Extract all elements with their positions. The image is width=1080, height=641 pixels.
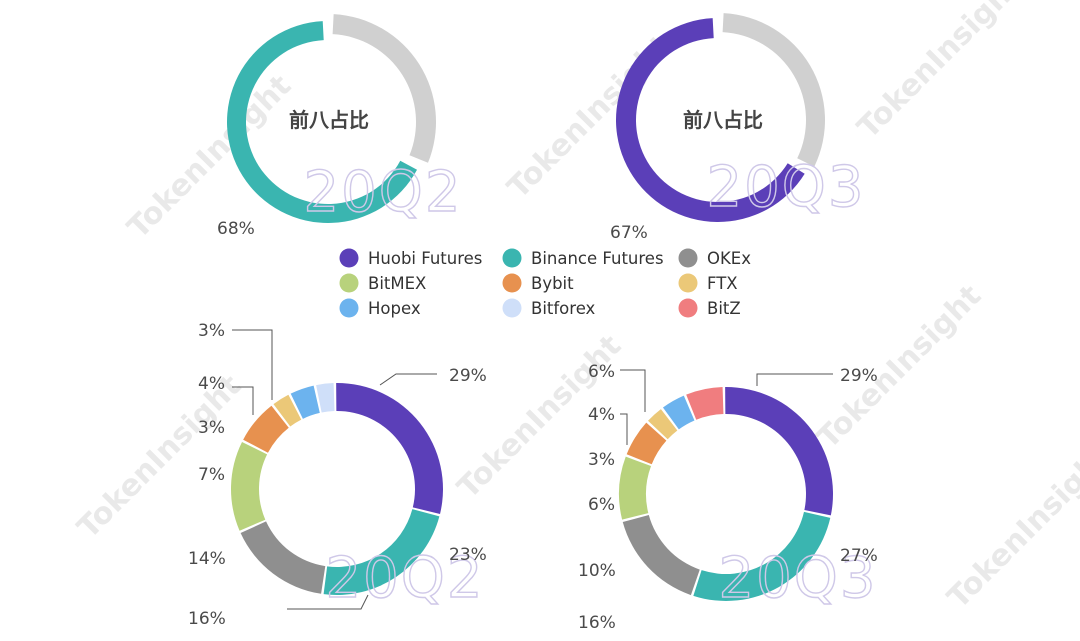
watermark-text: TokenInsight [121, 68, 298, 245]
slice-bybit-20q2 [243, 405, 289, 453]
slice-labels-20q2: 29% 23% 16% 14% 7% 3% 4% 3% [188, 321, 487, 629]
data-label-bitmex-20q2: 14% [188, 549, 226, 569]
slice-labels-20q3: 29% 27% 16% 10% 6% 3% 4% 6% [578, 362, 878, 633]
slice-bitforex-20q2 [316, 383, 335, 413]
data-label-bitz-20q3: 6% [588, 362, 615, 382]
leader-line-bitz-20q3 [620, 369, 646, 412]
data-label-bybit-20q3: 6% [588, 495, 615, 515]
quarter-label-top-20q2: 20Q2 [304, 160, 463, 225]
data-label-okex-20q3: 16% [578, 613, 616, 633]
center-label-20q3: 前八占比 [683, 108, 763, 132]
legend-swatch-hopex [339, 298, 359, 318]
watermark-text: TokenInsight [941, 438, 1080, 615]
leader-line-bitforex-20q2 [232, 329, 273, 400]
watermark-text: TokenInsight [161, 0, 338, 6]
data-label-bitforex-20q2: 3% [198, 321, 225, 341]
data-label-bybit-20q2: 7% [198, 465, 225, 485]
legend-label-okex: OKEx [707, 249, 751, 268]
slice-hopex-20q3 [662, 395, 695, 430]
top-share-donut-20q3 [615, 13, 825, 223]
legend-label-bitforex: Bitforex [531, 299, 596, 318]
data-label-binance-20q3: 27% [840, 546, 878, 566]
slice-huobi-futures-20q2 [336, 382, 443, 514]
watermark-text: TokenInsight [851, 0, 1028, 146]
legend: Huobi Futures Binance Futures OKEx BitMEX By… [339, 248, 751, 318]
legend-swatch-bybit [502, 273, 522, 293]
exchange-share-donut-20q2 [231, 382, 443, 595]
data-label-ftx-20q3: 3% [588, 450, 615, 470]
legend-swatch-bitforex [502, 298, 522, 318]
legend-label-bitmex: BitMEX [368, 274, 426, 293]
legend-label-bitz: BitZ [707, 299, 741, 318]
legend-label-binance-futures: Binance Futures [531, 249, 664, 268]
center-label-20q2: 前八占比 [289, 108, 369, 132]
data-label-huobi-20q3: 29% [840, 366, 878, 386]
slice-okex-20q2 [240, 521, 326, 594]
leader-lines [232, 329, 833, 610]
data-label-huobi-20q2: 29% [449, 366, 487, 386]
slice-bybit-20q3 [626, 422, 667, 465]
legend-swatch-binance-futures [502, 248, 522, 268]
slice-ftx-20q3 [648, 409, 678, 440]
legend-label-ftx: FTX [707, 274, 738, 293]
legend-swatch-bitmex [339, 273, 359, 293]
data-label-ftx-20q2: 3% [198, 418, 225, 438]
legend-swatch-bitz [678, 298, 698, 318]
leader-line-hopex-20q3 [620, 413, 628, 445]
slice-binance-futures-20q3 [693, 511, 831, 601]
data-label-bitmex-20q3: 10% [578, 561, 616, 581]
legend-label-bybit: Bybit [531, 274, 574, 293]
legend-swatch-okex [678, 248, 698, 268]
quarter-label-top-20q3: 20Q3 [707, 155, 866, 220]
slice-hopex-20q2 [290, 385, 320, 419]
slice-bitmex-20q3 [619, 456, 652, 520]
data-label-binance-20q2: 23% [449, 545, 487, 565]
top-share-donut-20q2 [226, 14, 436, 224]
legend-label-huobi-futures: Huobi Futures [368, 249, 482, 268]
legend-swatch-huobi-futures [339, 248, 359, 268]
leader-line-hopex-20q2 [232, 386, 254, 415]
exchange-share-donut-20q3 [619, 387, 833, 601]
data-label-okex-20q2: 16% [188, 609, 226, 629]
legend-swatch-ftx [678, 273, 698, 293]
slice-bitz-20q3 [686, 387, 724, 420]
leader-line-huobi-20q2 [379, 373, 437, 386]
leader-line-okex-20q2 [287, 594, 369, 610]
data-label-hopex-20q2: 4% [198, 374, 225, 394]
slice-bitmex-20q2 [231, 441, 268, 531]
slice-binance-futures-20q2 [323, 509, 440, 595]
slice-okex-20q3 [622, 514, 700, 596]
data-label-hopex-20q3: 4% [588, 405, 615, 425]
watermark-text: TokenInsight [71, 368, 248, 545]
share-label-20q2: 68% [217, 219, 255, 239]
slice-rest-20q3 [722, 13, 825, 167]
share-label-20q3: 67% [610, 223, 648, 243]
quarter-label-bottom-20q2: 20Q2 [326, 546, 485, 611]
slice-huobi-futures-20q3 [725, 387, 833, 516]
slice-rest-20q2 [332, 14, 436, 163]
slice-ftx-20q2 [273, 394, 302, 427]
quarter-label-bottom-20q3: 20Q3 [719, 546, 878, 611]
watermark-text: TokenInsight [811, 278, 988, 455]
legend-label-hopex: Hopex [368, 299, 421, 318]
leader-line-huobi-20q3 [756, 373, 833, 386]
